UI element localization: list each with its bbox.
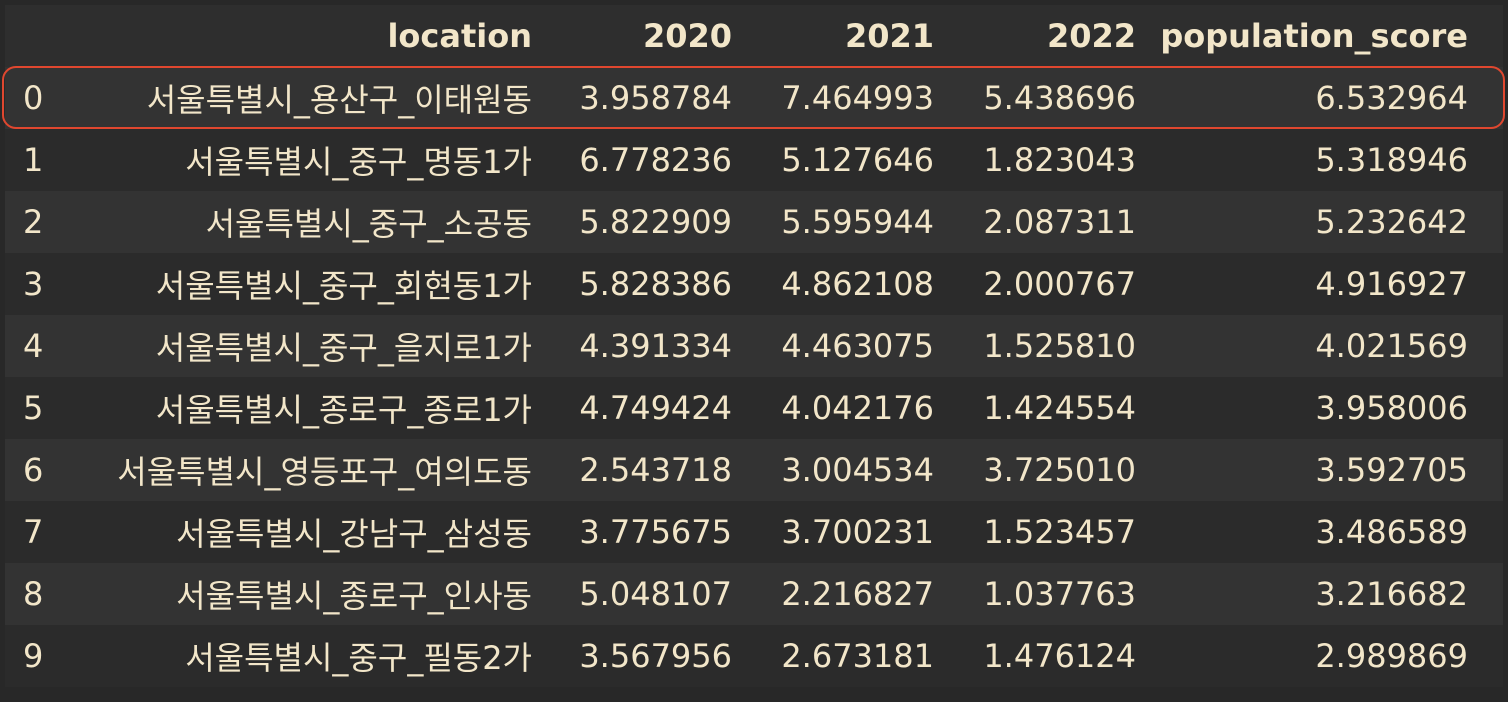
value-2022-cell: 2.000767 bbox=[983, 265, 1136, 303]
table-row: 6 서울특별시_영등포구_여의도동 2.543718 3.004534 3.725010… bbox=[5, 439, 1503, 501]
row-index: 3 bbox=[23, 265, 44, 303]
value-2021-cell: 7.464993 bbox=[781, 79, 934, 117]
population-score-cell: 5.232642 bbox=[1315, 203, 1468, 241]
population-score-cell: 3.216682 bbox=[1315, 575, 1468, 613]
row-index: 7 bbox=[23, 513, 44, 551]
table-row: 7 서울특별시_강남구_삼성동 3.775675 3.700231 1.523457 3.… bbox=[5, 501, 1503, 563]
population-score-cell: 4.916927 bbox=[1315, 265, 1468, 303]
population-score-cell: 4.021569 bbox=[1315, 327, 1468, 365]
header-2021: 2021 bbox=[844, 17, 934, 55]
value-2022-cell: 1.523457 bbox=[983, 513, 1136, 551]
value-2022-cell: 1.525810 bbox=[983, 327, 1136, 365]
location-cell: 서울특별시_용산구_이태원동 bbox=[146, 81, 532, 119]
row-index: 0 bbox=[23, 79, 44, 117]
table-row: 3 서울특별시_중구_회현동1가 5.828386 4.862108 2.000767 4… bbox=[5, 253, 1503, 315]
table-row: 0 서울특별시_용산구_이태원동 3.958784 7.464993 5.438696 6… bbox=[5, 67, 1503, 129]
table-row: 5 서울특별시_종로구_종로1가 4.749424 4.042176 1.424554 3… bbox=[5, 377, 1503, 439]
table-body: 0 서울특별시_용산구_이태원동 3.958784 7.464993 5.438696 6… bbox=[5, 67, 1503, 687]
table-header-row: location 2020 2021 2022 population_score bbox=[5, 5, 1503, 67]
population-score-cell: 2.989869 bbox=[1315, 637, 1468, 675]
population-score-cell: 6.532964 bbox=[1315, 79, 1468, 117]
location-cell: 서울특별시_영등포구_여의도동 bbox=[117, 453, 532, 491]
row-index: 2 bbox=[23, 203, 44, 241]
row-index: 9 bbox=[23, 637, 44, 675]
value-2022-cell: 1.476124 bbox=[983, 637, 1136, 675]
value-2022-cell: 1.823043 bbox=[983, 141, 1136, 179]
value-2021-cell: 3.700231 bbox=[781, 513, 934, 551]
value-2021-cell: 2.216827 bbox=[781, 575, 934, 613]
value-2021-cell: 4.463075 bbox=[781, 327, 934, 365]
row-index: 4 bbox=[23, 327, 44, 365]
value-2020-cell: 5.048107 bbox=[579, 575, 732, 613]
population-score-cell: 5.318946 bbox=[1315, 141, 1468, 179]
value-2021-cell: 5.595944 bbox=[781, 203, 934, 241]
header-population-score: population_score bbox=[1160, 17, 1468, 55]
row-index: 8 bbox=[23, 575, 44, 613]
value-2021-cell: 3.004534 bbox=[781, 451, 934, 489]
value-2020-cell: 3.958784 bbox=[579, 79, 732, 117]
location-cell: 서울특별시_중구_명동1가 bbox=[185, 143, 532, 181]
location-cell: 서울특별시_중구_필동2가 bbox=[185, 639, 532, 677]
value-2020-cell: 4.391334 bbox=[579, 327, 732, 365]
population-score-cell: 3.486589 bbox=[1315, 513, 1468, 551]
value-2022-cell: 5.438696 bbox=[983, 79, 1136, 117]
value-2022-cell: 3.725010 bbox=[983, 451, 1136, 489]
location-cell: 서울특별시_강남구_삼성동 bbox=[176, 515, 532, 553]
header-2022: 2022 bbox=[1046, 17, 1136, 55]
header-2020: 2020 bbox=[642, 17, 732, 55]
location-cell: 서울특별시_중구_을지로1가 bbox=[155, 329, 532, 367]
value-2021-cell: 2.673181 bbox=[781, 637, 934, 675]
value-2020-cell: 3.775675 bbox=[579, 513, 732, 551]
value-2022-cell: 2.087311 bbox=[983, 203, 1136, 241]
location-cell: 서울특별시_중구_회현동1가 bbox=[155, 267, 532, 305]
value-2021-cell: 5.127646 bbox=[781, 141, 934, 179]
value-2020-cell: 5.822909 bbox=[579, 203, 732, 241]
population-score-cell: 3.592705 bbox=[1315, 451, 1468, 489]
row-index: 1 bbox=[23, 141, 44, 179]
value-2020-cell: 2.543718 bbox=[579, 451, 732, 489]
value-2022-cell: 1.424554 bbox=[983, 389, 1136, 427]
table-row: 8 서울특별시_종로구_인사동 5.048107 2.216827 1.037763 3.… bbox=[5, 563, 1503, 625]
value-2021-cell: 4.042176 bbox=[781, 389, 934, 427]
table-row: 1 서울특별시_중구_명동1가 6.778236 5.127646 1.823043 5.… bbox=[5, 129, 1503, 191]
value-2020-cell: 4.749424 bbox=[579, 389, 732, 427]
row-index: 6 bbox=[23, 451, 44, 489]
value-2020-cell: 3.567956 bbox=[579, 637, 732, 675]
location-cell: 서울특별시_종로구_종로1가 bbox=[155, 391, 532, 429]
dataframe-table: location 2020 2021 2022 population_score… bbox=[5, 5, 1503, 687]
location-cell: 서울특별시_중구_소공동 bbox=[205, 205, 532, 243]
population-score-cell: 3.958006 bbox=[1315, 389, 1468, 427]
table-row: 4 서울특별시_중구_을지로1가 4.391334 4.463075 1.525810 4… bbox=[5, 315, 1503, 377]
table-row: 2 서울특별시_중구_소공동 5.822909 5.595944 2.087311 5.2… bbox=[5, 191, 1503, 253]
value-2020-cell: 6.778236 bbox=[579, 141, 732, 179]
header-location: location bbox=[387, 17, 532, 55]
row-index: 5 bbox=[23, 389, 44, 427]
value-2021-cell: 4.862108 bbox=[781, 265, 934, 303]
value-2020-cell: 5.828386 bbox=[579, 265, 732, 303]
table-row: 9 서울특별시_중구_필동2가 3.567956 2.673181 1.476124 2.… bbox=[5, 625, 1503, 687]
location-cell: 서울특별시_종로구_인사동 bbox=[176, 577, 532, 615]
value-2022-cell: 1.037763 bbox=[983, 575, 1136, 613]
